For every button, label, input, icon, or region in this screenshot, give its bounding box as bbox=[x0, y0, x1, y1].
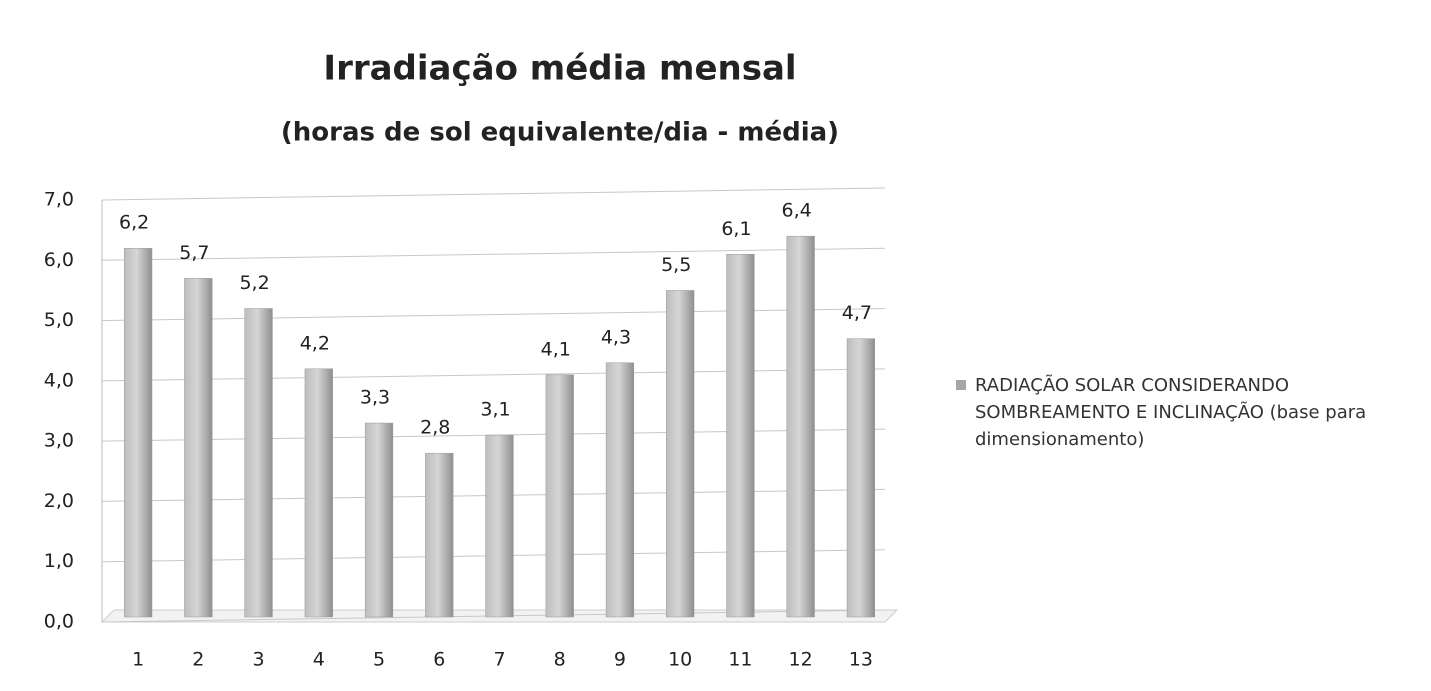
data-label: 3,1 bbox=[480, 399, 510, 421]
y-tick-label: 7,0 bbox=[44, 189, 74, 211]
bar bbox=[726, 254, 755, 618]
y-tick-label: 1,0 bbox=[44, 550, 74, 572]
y-tick-label: 4,0 bbox=[44, 369, 74, 391]
grid-line bbox=[101, 368, 886, 382]
x-tick-label: 1 bbox=[132, 649, 144, 671]
x-tick-label: 12 bbox=[789, 649, 813, 671]
bar bbox=[184, 278, 213, 618]
x-tick-label: 9 bbox=[614, 649, 626, 671]
data-label: 6,2 bbox=[119, 212, 149, 234]
bar bbox=[545, 374, 574, 618]
data-label: 6,4 bbox=[782, 200, 812, 222]
x-tick-label: 4 bbox=[313, 649, 325, 671]
chart-subtitle: (horas de sol equivalente/dia - média) bbox=[281, 118, 839, 148]
data-label: 5,5 bbox=[661, 254, 691, 276]
data-label: 4,1 bbox=[541, 338, 571, 360]
x-tick-label: 8 bbox=[554, 649, 566, 671]
data-label: 3,3 bbox=[360, 387, 390, 409]
x-tick-label: 2 bbox=[192, 649, 204, 671]
data-label: 6,1 bbox=[721, 218, 751, 240]
grid-line bbox=[101, 187, 886, 201]
y-tick-label: 6,0 bbox=[44, 249, 74, 271]
x-tick-label: 6 bbox=[433, 649, 445, 671]
y-tick-label: 3,0 bbox=[44, 430, 74, 452]
data-label: 5,7 bbox=[179, 242, 209, 264]
bar bbox=[304, 368, 333, 618]
bar bbox=[425, 452, 454, 618]
data-label: 4,7 bbox=[842, 302, 872, 324]
data-label: 4,3 bbox=[601, 326, 631, 348]
x-tick-label: 5 bbox=[373, 649, 385, 671]
bar bbox=[244, 308, 273, 618]
data-label: 5,2 bbox=[239, 272, 269, 294]
x-tick-label: 11 bbox=[728, 649, 752, 671]
data-label: 4,2 bbox=[300, 332, 330, 354]
bar bbox=[485, 434, 514, 618]
bar bbox=[364, 422, 394, 618]
x-tick-label: 13 bbox=[849, 649, 873, 671]
y-tick-label: 5,0 bbox=[44, 309, 74, 331]
bar bbox=[846, 338, 875, 618]
grid-line bbox=[101, 308, 886, 322]
chart-title: Irradiação média mensal bbox=[323, 49, 796, 89]
x-tick-label: 7 bbox=[493, 649, 505, 671]
data-label: 2,8 bbox=[420, 417, 450, 439]
bar bbox=[666, 290, 695, 618]
y-tick-label: 0,0 bbox=[44, 611, 74, 633]
grid-line bbox=[101, 247, 886, 261]
legend-label: RADIAÇÃO SOLAR CONSIDERANDO SOMBREAMENTO… bbox=[975, 375, 1367, 450]
x-tick-label: 10 bbox=[668, 649, 692, 671]
x-tick-label: 3 bbox=[253, 649, 265, 671]
bar bbox=[786, 235, 815, 618]
bar bbox=[124, 247, 153, 618]
legend-swatch bbox=[956, 380, 966, 390]
bar bbox=[605, 362, 635, 618]
y-tick-label: 2,0 bbox=[44, 490, 74, 512]
